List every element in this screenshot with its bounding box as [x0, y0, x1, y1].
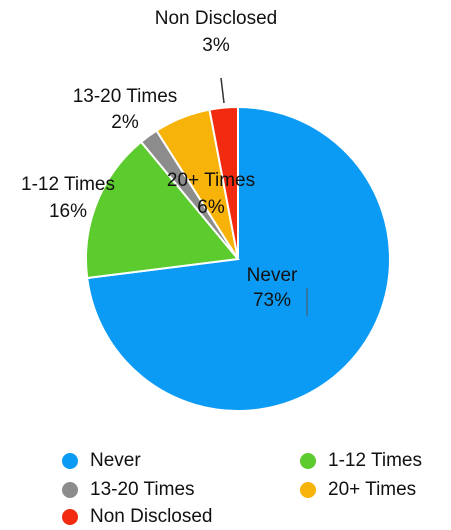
legend-item-13-20: 13-20 Times [62, 477, 195, 503]
legend-label-1-12: 1-12 Times [328, 450, 422, 471]
data-label-20plus-name: 20+ Times [167, 170, 255, 191]
legend-item-20plus: 20+ Times [300, 477, 416, 503]
pie-slice-non-disclosed [208, 105, 239, 260]
data-label-1-12-name: 1-12 Times [21, 174, 115, 195]
legend-swatch-never [62, 453, 78, 469]
data-label-never-name: Never [247, 265, 298, 286]
legend-label-20plus: 20+ Times [328, 479, 417, 500]
legend-label-never: Never [90, 450, 141, 471]
pie-chart: Never 73% 1-12 Times 16% 13-20 Times 2% … [21, 8, 391, 412]
legend-swatch-13-20 [62, 482, 78, 498]
data-label-13-20-name: 13-20 Times [73, 86, 178, 107]
data-label-1-12-pct: 16% [49, 201, 87, 222]
leader-line-non-disclosed [220, 77, 225, 104]
pie-slices [85, 105, 391, 412]
data-label-never-pct: 73% [253, 290, 291, 311]
legend: Never 1-12 Times 13-20 Times 20+ Times N… [0, 430, 451, 529]
legend-label-non-disclosed: Non Disclosed [90, 506, 213, 527]
data-label-non-disclosed-pct: 3% [202, 35, 230, 56]
legend-label-13-20: 13-20 Times [90, 479, 195, 500]
legend-item-1-12: 1-12 Times [300, 448, 422, 474]
legend-swatch-20plus [300, 482, 316, 498]
legend-item-never: Never [62, 448, 141, 474]
legend-swatch-1-12 [300, 453, 316, 469]
data-label-non-disclosed-name: Non Disclosed [155, 8, 278, 29]
legend-swatch-non-disclosed [62, 509, 78, 525]
legend-item-non-disclosed: Non Disclosed [62, 504, 213, 530]
pie-slice-1-12-times [85, 140, 240, 280]
data-label-20plus-pct: 6% [197, 197, 225, 218]
data-label-13-20-pct: 2% [111, 112, 139, 133]
